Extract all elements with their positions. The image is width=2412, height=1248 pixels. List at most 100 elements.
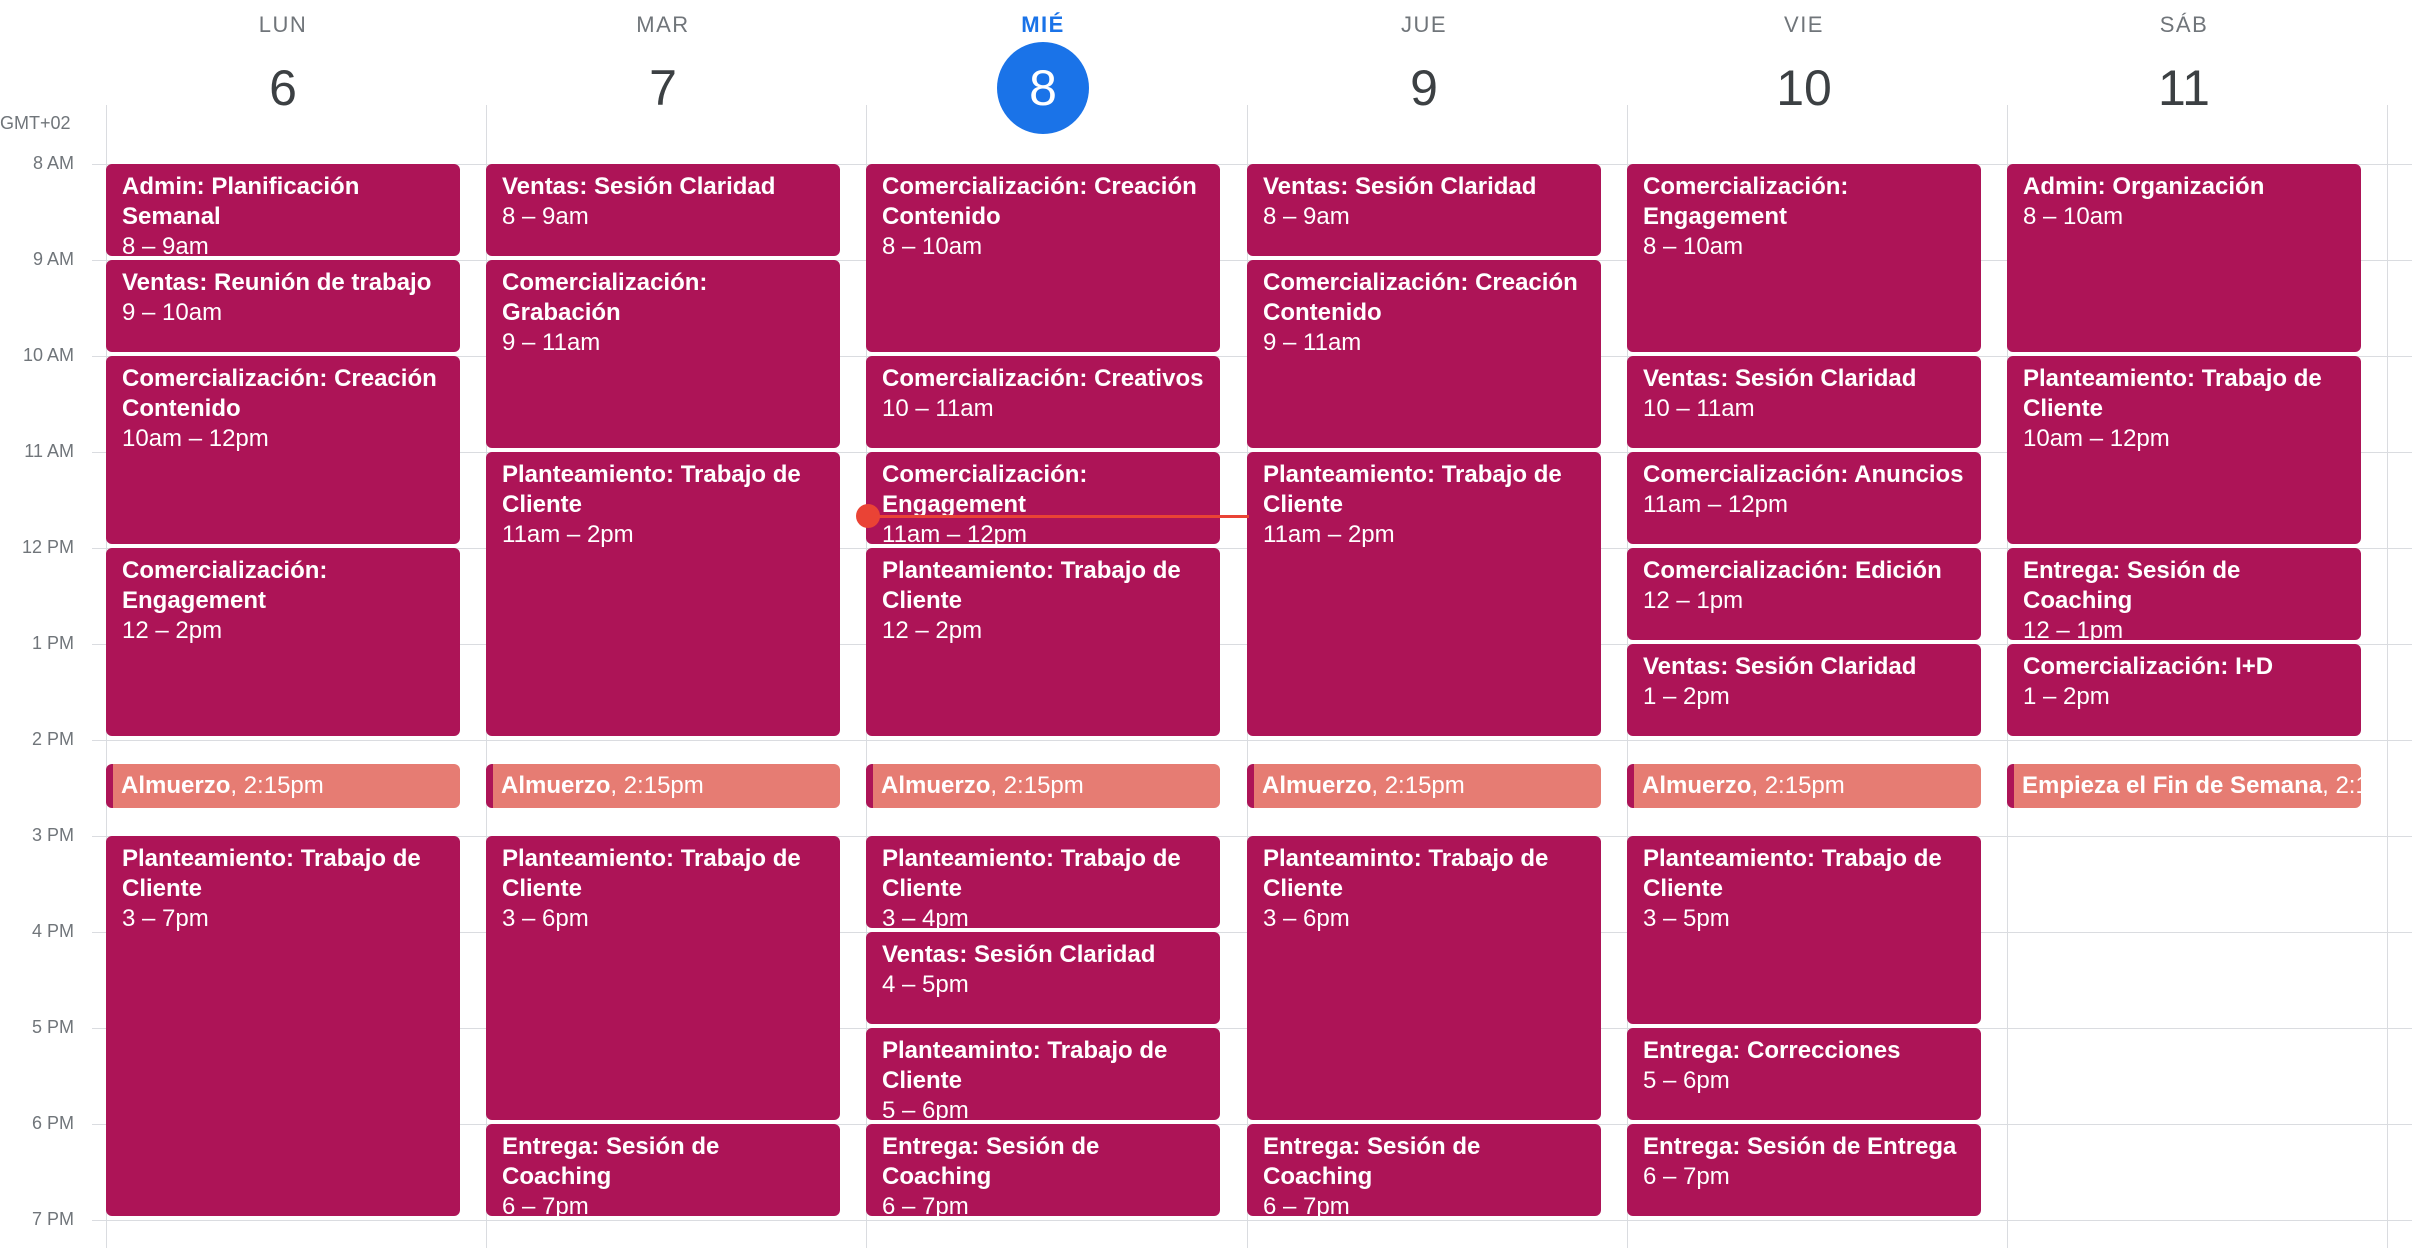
event-title: Planteamiento: Trabajo de Cliente	[1643, 845, 1942, 902]
event-title: Ventas: Sesión Claridad	[502, 173, 776, 200]
event-title: Planteamiento: Trabajo de Cliente	[882, 557, 1181, 614]
day-number-button[interactable]: 10	[1776, 60, 1832, 116]
calendar-event[interactable]: Planteamiento: Trabajo de Cliente 3 – 7pm	[106, 836, 460, 1216]
event-time: 3 – 4pm	[882, 905, 969, 928]
calendar-event[interactable]: Admin: Organización 8 – 10am	[2007, 164, 2361, 352]
event-title: Comercialización: Creación Contenido	[1263, 269, 1578, 326]
calendar-event[interactable]: Ventas: Sesión Claridad 4 – 5pm	[866, 932, 1220, 1024]
calendar-event[interactable]: Planteamiento: Trabajo de Cliente 11am – …	[486, 452, 840, 736]
lunch-event[interactable]: Almuerzo, 2:15pm	[486, 764, 840, 808]
hour-label: 4 PM	[31, 921, 74, 941]
event-title: Ventas: Reunión de trabajo	[122, 269, 432, 296]
calendar-event[interactable]: Comercialización: Creación Contenido 10am…	[106, 356, 460, 544]
event-title: Comercialización: Engagement	[1643, 173, 1849, 230]
calendar-event[interactable]: Entrega: Sesión de Coaching 12 – 1pm	[2007, 548, 2361, 640]
event-title: Almuerzo	[881, 772, 991, 799]
calendar-event[interactable]: Ventas: Sesión Claridad 1 – 2pm	[1627, 644, 1981, 736]
calendar-event[interactable]: Entrega: Sesión de Entrega 6 – 7pm	[1627, 1124, 1981, 1216]
calendar-event[interactable]: Entrega: Sesión de Coaching 6 – 7pm	[866, 1124, 1220, 1216]
event-title: Comercialización: Anuncios	[1643, 461, 1964, 488]
lunch-event[interactable]: Almuerzo, 2:15pm	[1247, 764, 1601, 808]
day-header-vie[interactable]: VIE 10	[1614, 0, 1994, 140]
calendar-event[interactable]: Comercialización: Grabación 9 – 11am	[486, 260, 840, 448]
calendar-event[interactable]: Comercialización: Creación Contenido 9 – …	[1247, 260, 1601, 448]
event-title: Planteamiento: Trabajo de Cliente	[1263, 461, 1562, 518]
day-header-lun[interactable]: LUN 6	[93, 0, 473, 140]
day-number-button[interactable]: 8	[997, 42, 1089, 134]
calendar-event[interactable]: Comercialización: Edición 12 – 1pm	[1627, 548, 1981, 640]
calendar-event[interactable]: Planteamiento: Trabajo de Cliente 11am – …	[1247, 452, 1601, 736]
event-time: 3 – 5pm	[1643, 905, 1730, 932]
day-number-button[interactable]: 11	[2158, 60, 2210, 116]
calendar-event[interactable]: Planteaminto: Trabajo de Cliente 3 – 6pm	[1247, 836, 1601, 1120]
event-time: 2:15pm	[623, 772, 704, 799]
calendar-event[interactable]: Planteamiento: Trabajo de Cliente 12 – 2p…	[866, 548, 1220, 736]
hour-label: 9 AM	[32, 249, 74, 269]
event-time: 6 – 7pm	[882, 1193, 969, 1216]
event-title: Comercialización: Edición	[1643, 557, 1942, 584]
calendar-event[interactable]: Ventas: Sesión Claridad 8 – 9am	[486, 164, 840, 256]
calendar-event[interactable]: Entrega: Sesión de Coaching 6 – 7pm	[1247, 1124, 1601, 1216]
calendar-event[interactable]: Comercialización: Engagement 11am – 12pm	[866, 452, 1220, 544]
calendar-event[interactable]: Planteaminto: Trabajo de Cliente 5 – 6pm	[866, 1028, 1220, 1120]
calendar-event[interactable]: Comercialización: Engagement 8 – 10am	[1627, 164, 1981, 352]
event-time: 6 – 7pm	[1643, 1163, 1730, 1190]
event-title: Almuerzo	[1262, 772, 1372, 799]
event-time: 11am – 2pm	[1263, 521, 1395, 548]
event-time: 2:15pm	[243, 772, 324, 799]
calendar-event[interactable]: Planteamiento: Trabajo de Cliente 3 – 4pm	[866, 836, 1220, 928]
calendar-event[interactable]: Ventas: Sesión Claridad 10 – 11am	[1627, 356, 1981, 448]
calendar-event[interactable]: Entrega: Sesión de Coaching 6 – 7pm	[486, 1124, 840, 1216]
event-time: 6 – 7pm	[1263, 1193, 1350, 1216]
day-header-sáb[interactable]: SÁB 11	[1994, 0, 2374, 140]
day-header-mié[interactable]: MIÉ 8	[853, 0, 1233, 140]
day-column-divider	[2387, 105, 2388, 1248]
day-number-button[interactable]: 7	[649, 60, 677, 116]
event-title: Almuerzo	[501, 772, 611, 799]
calendar-event[interactable]: Comercialización: Anuncios 11am – 12pm	[1627, 452, 1981, 544]
calendar-event[interactable]: Comercialización: Engagement 12 – 2pm	[106, 548, 460, 736]
event-title: Planteamiento: Trabajo de Cliente	[882, 845, 1181, 902]
event-time: 11am – 2pm	[502, 521, 634, 548]
calendar-event[interactable]: Comercialización: I+D 1 – 2pm	[2007, 644, 2361, 736]
calendar-event[interactable]: Ventas: Reunión de trabajo 9 – 10am	[106, 260, 460, 352]
lunch-event[interactable]: Empieza el Fin de Semana, 2:15pm	[2007, 764, 2361, 808]
lunch-event[interactable]: Almuerzo, 2:15pm	[1627, 764, 1981, 808]
event-title: Comercialización: Grabación	[502, 269, 708, 326]
calendar-event[interactable]: Entrega: Correcciones 5 – 6pm	[1627, 1028, 1981, 1120]
event-title: Ventas: Sesión Claridad	[882, 941, 1156, 968]
calendar-event[interactable]: Planteamiento: Trabajo de Cliente 3 – 5pm	[1627, 836, 1981, 1024]
event-time: 10am – 12pm	[2023, 425, 2170, 452]
calendar-event[interactable]: Ventas: Sesión Claridad 8 – 9am	[1247, 164, 1601, 256]
hour-label: 2 PM	[31, 729, 74, 749]
calendar-event[interactable]: Admin: Planificación Semanal 8 – 9am	[106, 164, 460, 256]
event-time: 10 – 11am	[1643, 395, 1755, 422]
event-time: 11am – 12pm	[882, 521, 1027, 544]
event-time: 12 – 2pm	[882, 617, 983, 644]
event-time: 2:15pm	[1764, 772, 1845, 799]
event-time: 12 – 1pm	[2023, 617, 2124, 640]
day-number-button[interactable]: 9	[1410, 60, 1438, 116]
day-of-week-label: MIÉ	[1021, 12, 1065, 37]
current-time-line	[868, 515, 1249, 518]
calendar-event[interactable]: Comercialización: Creación Contenido 8 – …	[866, 164, 1220, 352]
event-time: 10am – 12pm	[122, 425, 269, 452]
event-title: Entrega: Sesión de Coaching	[502, 1133, 720, 1190]
event-title: Planteaminto: Trabajo de Cliente	[882, 1037, 1168, 1094]
event-title: Comercialización: I+D	[2023, 653, 2274, 680]
calendar-event[interactable]: Comercialización: Creativos 10 – 11am	[866, 356, 1220, 448]
lunch-event[interactable]: Almuerzo, 2:15pm	[866, 764, 1220, 808]
event-time: 9 – 11am	[502, 329, 601, 356]
day-header-jue[interactable]: JUE 9	[1234, 0, 1614, 140]
day-number-button[interactable]: 6	[269, 60, 297, 116]
event-title: Ventas: Sesión Claridad	[1263, 173, 1537, 200]
event-time: 4 – 5pm	[882, 971, 969, 998]
hour-label: 11 AM	[24, 441, 74, 461]
hour-label: 5 PM	[31, 1017, 74, 1037]
lunch-event[interactable]: Almuerzo, 2:15pm	[106, 764, 460, 808]
calendar-event[interactable]: Planteamiento: Trabajo de Cliente 10am – …	[2007, 356, 2361, 544]
event-title: Ventas: Sesión Claridad	[1643, 653, 1917, 680]
day-header-mar[interactable]: MAR 7	[473, 0, 853, 140]
calendar-event[interactable]: Planteamiento: Trabajo de Cliente 3 – 6pm	[486, 836, 840, 1120]
